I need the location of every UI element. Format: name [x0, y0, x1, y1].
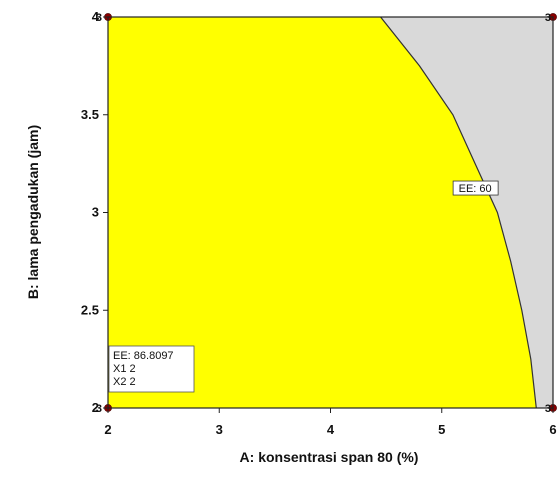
x-tick-label: 5 [438, 422, 445, 437]
contour-line [380, 16, 537, 409]
flag-line: EE: 86.8097 [113, 350, 174, 362]
contour-label-box [452, 180, 499, 196]
flag-line: X1 2 [113, 363, 136, 375]
x-tick-label: 3 [216, 422, 223, 437]
y-tick-label: 4 [92, 9, 100, 24]
x-tick-label: 6 [549, 422, 556, 437]
y-tick-label: 3.5 [81, 107, 99, 122]
x-tick-label: 2 [104, 422, 111, 437]
axes-layer: 2 3 4 5 622.533.54 [81, 9, 557, 437]
y-tick-label: 2.5 [81, 302, 99, 317]
x-tick-label: 4 [327, 422, 335, 437]
feasible-region [108, 17, 537, 408]
contour-label-text: EE: 60 [459, 183, 492, 195]
flag-line: X2 2 [113, 376, 136, 388]
y-tick-label: 2 [92, 400, 99, 415]
contour-label: EE: 60 [452, 180, 499, 196]
labels-layer: A: konsentrasi span 80 (%) B: lama penga… [25, 125, 418, 465]
design-point-label: 3 [96, 403, 102, 415]
design-point-label: 3 [545, 12, 551, 24]
design-point-label: 3 [545, 403, 551, 415]
x-axis-title: A: konsentrasi span 80 (%) [240, 449, 419, 465]
y-tick-label: 3 [92, 205, 99, 220]
design-point-label: 3 [96, 12, 102, 24]
y-axis-title: B: lama pengadukan (jam) [25, 125, 41, 299]
flag-box [108, 345, 195, 393]
